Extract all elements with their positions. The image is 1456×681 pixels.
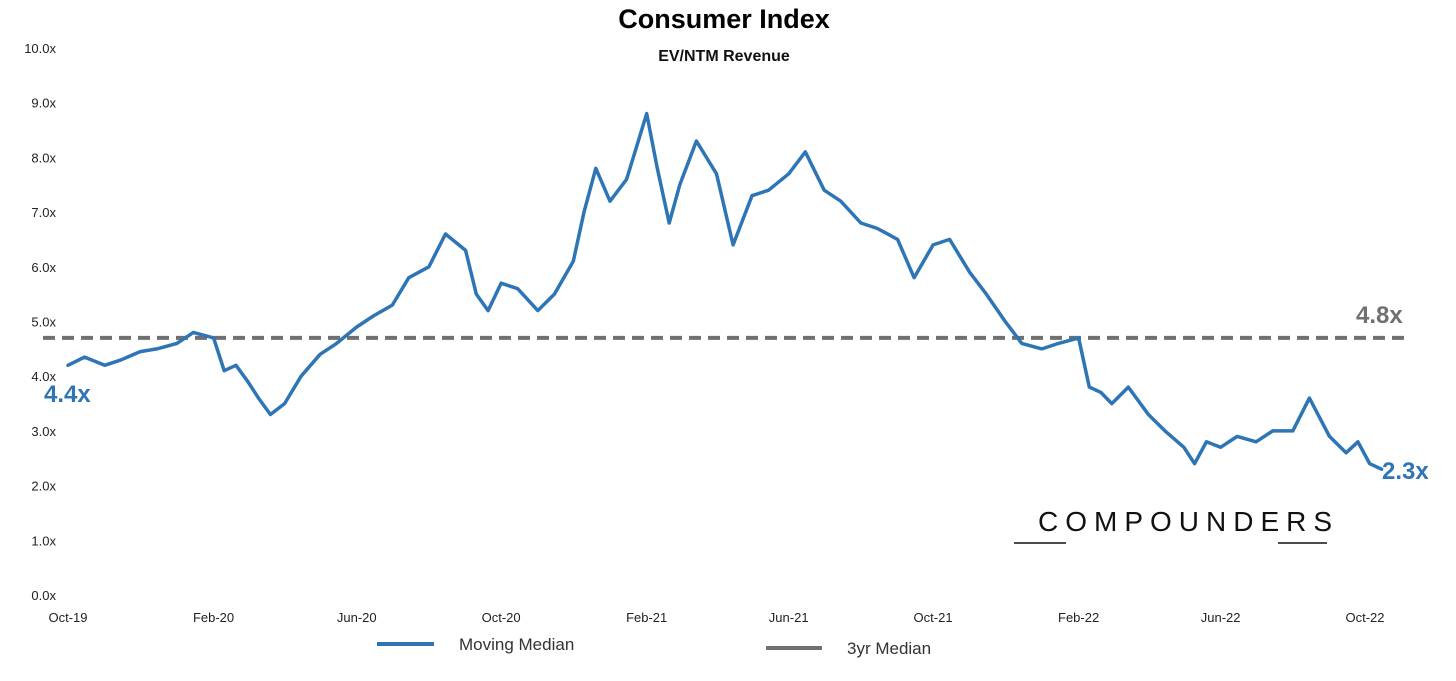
y-tick-label: 10.0x [24,41,56,56]
x-tick-label: Jun-22 [1201,610,1241,625]
chart-subtitle: EV/NTM Revenue [658,48,790,65]
y-tick-label: 9.0x [31,96,56,111]
y-tick-label: 8.0x [31,150,56,165]
legend-label-3yr-median: 3yr Median [847,639,931,658]
brand-logo: COMPOUNDERS [1014,506,1339,544]
x-tick-label: Jun-21 [769,610,809,625]
y-tick-label: 5.0x [31,315,56,330]
legend-label-moving-median: Moving Median [459,635,574,654]
y-tick-label: 2.0x [31,479,56,494]
x-tick-label: Oct-22 [1345,610,1384,625]
x-tick-label: Feb-21 [626,610,667,625]
y-tick-label: 1.0x [31,533,56,548]
chart-title: Consumer Index [618,4,830,34]
x-tick-label: Oct-21 [914,610,953,625]
y-tick-label: 7.0x [31,205,56,220]
y-tick-label: 0.0x [31,588,56,603]
x-tick-label: Oct-20 [482,610,521,625]
end-value-label: 2.3x [1382,458,1429,485]
start-value-label: 4.4x [44,381,91,408]
median-value-label: 4.8x [1356,302,1403,329]
y-axis: 0.0x 1.0x 2.0x 3.0x 4.0x 5.0x 6.0x 7.0x 8.0x 9.0x… [24,41,56,603]
brand-text: COMPOUNDERS [1038,506,1339,537]
legend: Moving Median 3yr Median [377,635,931,658]
x-tick-label: Oct-19 [48,610,87,625]
y-tick-label: 3.0x [31,424,56,439]
x-tick-label: Feb-20 [193,610,234,625]
x-tick-label: Jun-20 [337,610,377,625]
x-tick-label: Feb-22 [1058,610,1099,625]
y-tick-label: 4.0x [31,369,56,384]
x-axis: Oct-19 Feb-20 Jun-20 Oct-20 Feb-21 Jun-21 Oct-… [48,610,1384,625]
y-tick-label: 6.0x [31,260,56,275]
moving-median-line [66,111,1384,471]
